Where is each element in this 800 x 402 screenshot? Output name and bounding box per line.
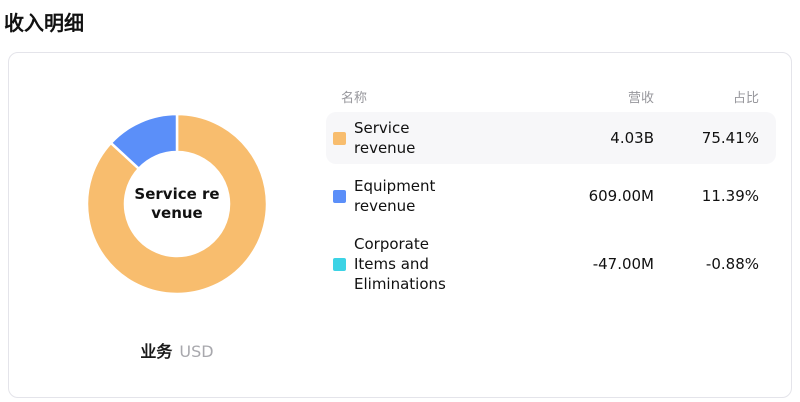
column-header-share: 占比 — [732, 90, 759, 106]
table-header: 名称 营收 占比 — [326, 86, 776, 106]
column-header-revenue: 营收 — [627, 90, 654, 106]
series-name: Equipment revenue — [354, 177, 436, 215]
series-name: Corporate Items and Eliminations — [354, 235, 446, 293]
page-title: 收入明细 — [4, 11, 84, 35]
table-row[interactable]: Corporate Items and Eliminations -47.00M… — [326, 228, 776, 300]
table-row[interactable]: Equipment revenue 609.00M 11.39% — [326, 170, 776, 222]
donut-slice[interactable] — [109, 112, 179, 170]
series-revenue: 609.00M — [588, 187, 654, 205]
donut-slice[interactable] — [85, 112, 269, 296]
chart-footer: 业务 USD — [77, 338, 277, 362]
series-revenue: 4.03B — [610, 129, 654, 147]
table-row[interactable]: Service revenue 4.03B 75.41% — [326, 112, 776, 164]
revenue-detail-card: Service re venue 业务 USD 名称 营收 占比 Service … — [8, 52, 792, 398]
legend-swatch — [333, 189, 346, 203]
dimension-label: 业务 — [140, 342, 173, 361]
column-header-name: 名称 — [341, 90, 368, 106]
legend-swatch — [333, 131, 346, 145]
series-revenue: -47.00M — [592, 255, 654, 273]
revenue-table: 名称 营收 占比 Service revenue 4.03B 75.41% Eq… — [326, 86, 776, 306]
series-share: 11.39% — [701, 187, 759, 205]
legend-swatch — [333, 257, 346, 271]
series-name: Service revenue — [354, 119, 416, 157]
unit-label: USD — [179, 342, 214, 361]
donut-chart[interactable] — [77, 104, 277, 304]
series-share: -0.88% — [705, 255, 759, 273]
series-share: 75.41% — [701, 129, 759, 147]
donut-chart-area: Service re venue 业务 USD — [9, 53, 339, 399]
